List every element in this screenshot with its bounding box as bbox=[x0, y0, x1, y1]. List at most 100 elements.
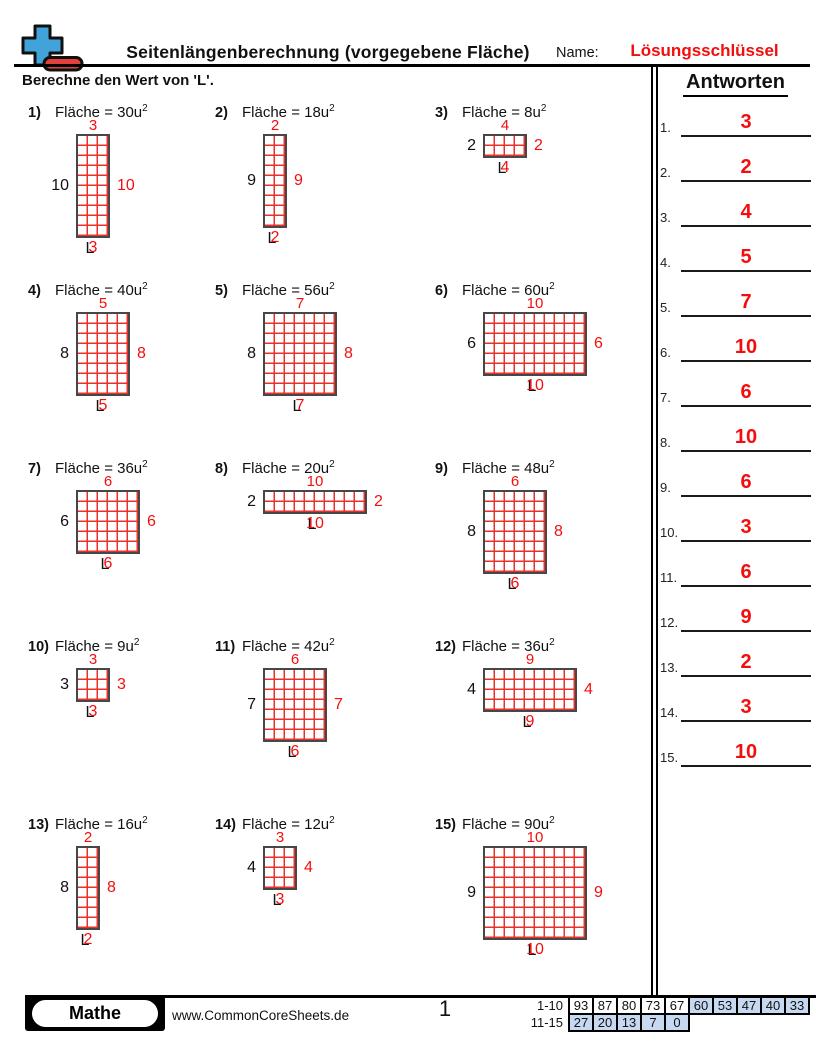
answer-blank-line bbox=[681, 360, 811, 362]
area-exponent: 2 bbox=[142, 815, 148, 826]
problem-number: 11) bbox=[215, 639, 236, 655]
problem-figure: 2 9 9 L 2 bbox=[215, 118, 435, 248]
unit-grid-rect bbox=[76, 490, 140, 554]
left-side-label: 8 bbox=[60, 879, 69, 896]
unit-grid-rect bbox=[76, 846, 100, 930]
bottom-label-overlap: L 3 bbox=[76, 702, 110, 722]
answer-blank-line bbox=[681, 270, 811, 272]
problem: 6) Fläche = 60u2 10 6 6 L 10 bbox=[435, 281, 650, 459]
problem-area-label: Fläche = 36u2 bbox=[462, 637, 555, 655]
problem-figure: 3 3 3 L 3 bbox=[28, 652, 215, 722]
problem-number: 6) bbox=[435, 283, 448, 299]
answer-item: 9. 6 bbox=[655, 465, 816, 497]
problem-header: 1) Fläche = 30u2 bbox=[28, 103, 215, 121]
answer-item-number: 4. bbox=[660, 255, 671, 270]
right-side-label: 6 bbox=[594, 335, 603, 352]
answer-item-number: 2. bbox=[660, 165, 671, 180]
answer-item: 1. 3 bbox=[655, 105, 816, 137]
answer-key-label: Lösungsschlüssel bbox=[630, 41, 779, 60]
answer-value: 6 bbox=[740, 381, 752, 403]
problem-figure: 9 4 4 L 9 bbox=[435, 652, 650, 732]
problem-area-label: Fläche = 48u2 bbox=[462, 459, 555, 477]
problem-figure: 6 8 8 L 6 bbox=[435, 474, 650, 594]
answer-item-number: 6. bbox=[660, 345, 671, 360]
unit-grid-rect bbox=[76, 312, 130, 396]
problem-figure: 3 4 4 L 3 bbox=[215, 830, 435, 910]
problem-header: 2) Fläche = 18u2 bbox=[215, 103, 435, 121]
unknown-letter-L: L bbox=[267, 230, 277, 247]
problem-header: 5) Fläche = 56u2 bbox=[215, 281, 435, 299]
area-exponent: 2 bbox=[142, 281, 148, 292]
left-side-label: 6 bbox=[60, 513, 69, 530]
bottom-label-overlap: L 6 bbox=[263, 742, 327, 762]
top-side-label: 6 bbox=[510, 473, 520, 490]
unknown-letter-L: L bbox=[95, 398, 105, 415]
answer-item: 12. 9 bbox=[655, 600, 816, 632]
problem-area-label: Fläche = 9u2 bbox=[55, 637, 139, 655]
score-cell: 27 bbox=[568, 1013, 594, 1032]
unknown-letter-L: L bbox=[527, 942, 537, 959]
left-side-label: 9 bbox=[467, 884, 476, 901]
problem-figure: 10 2 2 L 10 bbox=[215, 474, 435, 534]
unit-grid-rect bbox=[483, 490, 547, 574]
answer-item: 4. 5 bbox=[655, 240, 816, 272]
left-side-label: 4 bbox=[247, 859, 256, 876]
answer-item-number: 15. bbox=[660, 750, 679, 765]
subject-badge: Mathe bbox=[25, 996, 165, 1031]
right-side-label: 8 bbox=[554, 523, 563, 540]
bottom-answer-value: 4 bbox=[500, 159, 510, 176]
problem-number: 14) bbox=[215, 817, 236, 833]
right-side-label: 8 bbox=[107, 879, 116, 896]
unknown-letter-L: L bbox=[85, 240, 95, 257]
problem-header: 14) Fläche = 12u2 bbox=[215, 815, 435, 833]
right-side-label: 2 bbox=[374, 493, 383, 510]
problem: 13) Fläche = 16u2 2 8 8 L 2 bbox=[28, 815, 215, 993]
problem-header: 3) Fläche = 8u2 bbox=[435, 103, 650, 121]
area-exponent: 2 bbox=[133, 637, 140, 648]
unknown-letter-L: L bbox=[85, 704, 95, 721]
unit-grid-rect bbox=[263, 846, 297, 890]
bottom-label-overlap: L 2 bbox=[263, 228, 287, 248]
problems-grid: 1) Fläche = 30u2 3 10 10 L 3 2) Fläche =… bbox=[28, 103, 650, 993]
score-cell: 53 bbox=[712, 996, 738, 1015]
area-exponent: 2 bbox=[549, 459, 555, 470]
problem-number: 12) bbox=[435, 639, 456, 655]
answer-blank-line bbox=[681, 720, 811, 722]
answer-item: 5. 7 bbox=[655, 285, 816, 317]
bottom-answer-value: 5 bbox=[98, 397, 108, 414]
problem: 11) Fläche = 42u2 6 7 7 L 6 bbox=[215, 637, 435, 815]
bottom-label-overlap: L 5 bbox=[76, 396, 130, 416]
problem: 1) Fläche = 30u2 3 10 10 L 3 bbox=[28, 103, 215, 281]
problem: 14) Fläche = 12u2 3 4 4 L 3 bbox=[215, 815, 435, 993]
problem: 10) Fläche = 9u2 3 3 3 L 3 bbox=[28, 637, 215, 815]
top-side-label: 2 bbox=[83, 829, 93, 846]
bottom-label-overlap: L 6 bbox=[483, 574, 547, 594]
area-exponent: 2 bbox=[549, 815, 555, 826]
answers-heading-text: Antworten bbox=[683, 71, 788, 97]
bottom-answer-value: 10 bbox=[306, 515, 324, 532]
answer-item: 10. 3 bbox=[655, 510, 816, 542]
area-exponent: 2 bbox=[540, 103, 547, 114]
answer-item-number: 5. bbox=[660, 300, 671, 315]
left-side-label: 8 bbox=[247, 345, 256, 362]
score-cell: 40 bbox=[760, 996, 786, 1015]
answer-value: 3 bbox=[740, 111, 752, 133]
unit-grid-rect bbox=[263, 490, 367, 514]
right-side-label: 4 bbox=[584, 681, 593, 698]
problem-header: 7) Fläche = 36u2 bbox=[28, 459, 215, 477]
answer-blank-line bbox=[681, 630, 811, 632]
bottom-answer-value: 10 bbox=[526, 941, 544, 958]
top-side-label: 5 bbox=[98, 295, 108, 312]
problem: 9) Fläche = 48u2 6 8 8 L 6 bbox=[435, 459, 650, 637]
answer-item: 13. 2 bbox=[655, 645, 816, 677]
answer-blank-line bbox=[681, 135, 811, 137]
bottom-answer-value: 10 bbox=[526, 377, 544, 394]
bottom-answer-value: 3 bbox=[88, 703, 98, 720]
problem-header: 8) Fläche = 20u2 bbox=[215, 459, 435, 477]
area-exponent: 2 bbox=[142, 459, 148, 470]
unit-grid-rect bbox=[76, 668, 110, 702]
bottom-label-overlap: L 3 bbox=[263, 890, 297, 910]
problem: 4) Fläche = 40u2 5 8 8 L 5 bbox=[28, 281, 215, 459]
left-side-label: 8 bbox=[467, 523, 476, 540]
